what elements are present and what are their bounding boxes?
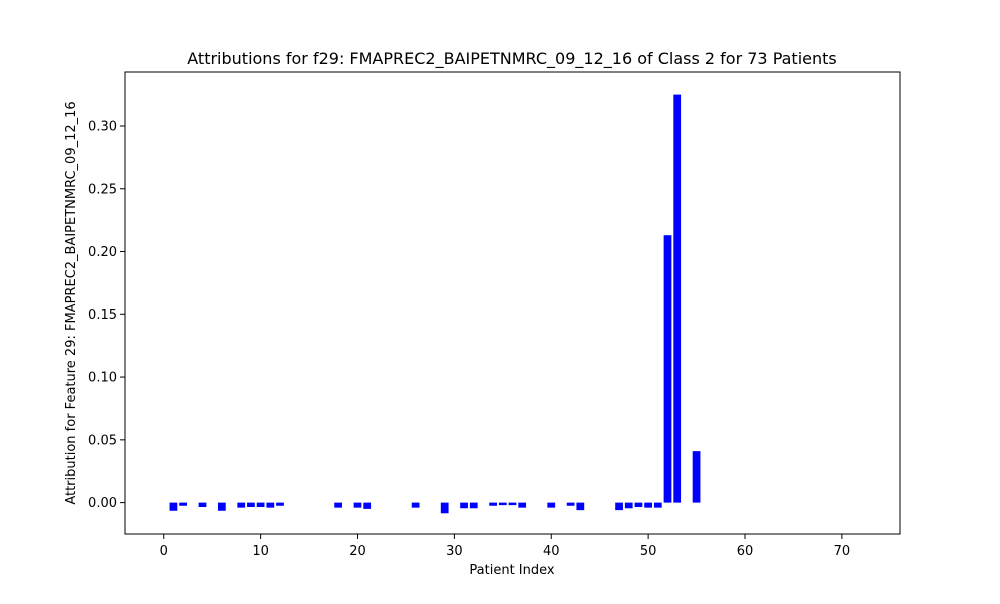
bar-patient-12 [276,502,284,506]
x-tick-label: 0 [160,544,168,559]
chart-title: Attributions for f29: FMAPREC2_BAIPETNMR… [187,49,836,69]
x-tick-label: 40 [543,544,560,559]
bar-patient-50 [644,502,652,508]
bar-patient-43 [576,502,585,511]
x-tick-label: 50 [640,544,657,559]
y-axis-ticks: 0.00 0.05 0.10 0.15 0.20 0.25 0.30 [88,119,125,511]
y-tick-label: 0.00 [88,496,117,511]
bar-patient-6 [218,502,226,511]
bar-patient-51 [653,502,662,508]
bars-group [169,94,701,514]
bar-patient-26 [411,502,420,508]
y-tick-label: 0.25 [88,182,117,197]
y-tick-label: 0.05 [88,433,117,448]
bar-patient-4 [198,502,207,508]
bar-patient-49 [634,502,643,508]
y-tick-label: 0.30 [88,119,117,134]
x-tick-label: 30 [446,544,463,559]
x-tick-label: 20 [349,544,366,559]
bar-patient-8 [237,502,246,508]
bar-patient-32 [469,502,478,509]
bar-patient-37 [518,502,527,508]
plot-frame [124,71,901,535]
x-axis-ticks: 0 10 20 30 40 50 60 70 [160,534,851,559]
bar-patient-10 [256,502,265,508]
bar-patient-31 [460,502,468,509]
bar-patient-47 [615,502,623,511]
y-tick-label: 0.15 [88,308,117,323]
bar-patient-1 [169,502,178,511]
x-axis-label: Patient Index [469,563,554,578]
bar-patient-52 [663,235,672,503]
bar-patient-53 [673,94,682,503]
bar-patient-11 [266,502,275,508]
bar-patient-18 [334,502,342,508]
bar-patient-21 [363,502,372,509]
bar-patient-48 [624,502,633,509]
bar-patient-34 [489,502,497,506]
y-tick-label: 0.10 [88,371,117,386]
bar-patient-9 [247,502,255,508]
bar-patient-42 [566,502,575,506]
bar-patient-40 [547,502,556,508]
bar-patient-20 [353,502,362,508]
bar-patient-55 [692,451,701,503]
bar-patient-35 [498,502,507,506]
bar-patient-29 [440,502,449,514]
y-tick-label: 0.20 [88,245,117,260]
x-tick-label: 70 [834,544,851,559]
bar-patient-2 [179,502,187,506]
x-tick-label: 60 [737,544,754,559]
x-tick-label: 10 [252,544,269,559]
bar-patient-36 [508,502,517,506]
y-axis-label: Attribution for Feature 29: FMAPREC2_BAI… [64,101,79,504]
